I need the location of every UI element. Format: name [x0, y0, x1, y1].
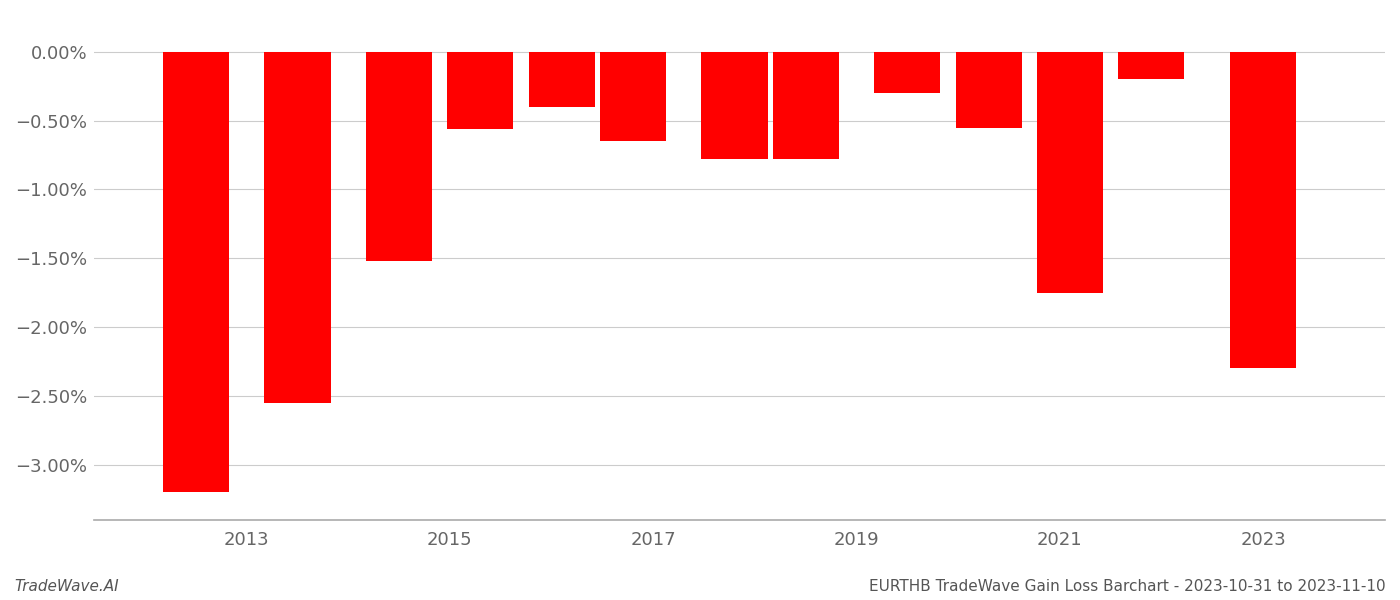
Text: EURTHB TradeWave Gain Loss Barchart - 2023-10-31 to 2023-11-10: EURTHB TradeWave Gain Loss Barchart - 20…	[869, 579, 1386, 594]
Bar	[448, 52, 514, 129]
Bar	[1037, 52, 1103, 293]
Bar	[701, 52, 767, 159]
Bar	[599, 52, 666, 141]
Bar	[773, 52, 839, 159]
Bar	[1231, 52, 1296, 368]
Bar	[365, 52, 433, 261]
Bar	[162, 52, 228, 493]
Bar	[265, 52, 330, 403]
Bar	[529, 52, 595, 107]
Bar	[874, 52, 941, 93]
Bar	[956, 52, 1022, 128]
Text: TradeWave.AI: TradeWave.AI	[14, 579, 119, 594]
Bar	[1119, 52, 1184, 79]
